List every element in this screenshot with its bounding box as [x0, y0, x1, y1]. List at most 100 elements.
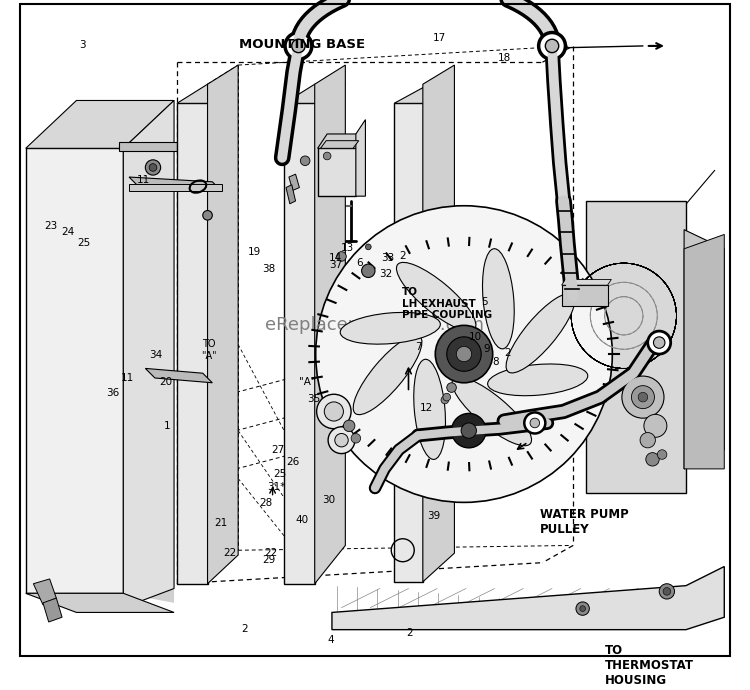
Ellipse shape [414, 359, 446, 460]
Text: "A": "A" [298, 377, 315, 386]
Ellipse shape [397, 262, 476, 331]
Circle shape [648, 331, 670, 354]
Circle shape [334, 433, 348, 447]
Text: 18: 18 [497, 53, 511, 63]
Circle shape [632, 386, 655, 408]
Text: 28: 28 [260, 498, 272, 508]
Text: 30: 30 [322, 495, 335, 506]
Text: 2: 2 [406, 627, 412, 638]
Polygon shape [356, 119, 365, 196]
Ellipse shape [452, 377, 532, 446]
Ellipse shape [482, 248, 514, 349]
Circle shape [452, 413, 486, 448]
Circle shape [447, 383, 456, 393]
Polygon shape [684, 230, 724, 469]
Text: 6: 6 [356, 258, 362, 268]
Text: 13: 13 [341, 243, 354, 253]
Circle shape [538, 32, 566, 59]
Text: 24: 24 [62, 228, 74, 237]
Polygon shape [289, 174, 299, 190]
Ellipse shape [506, 293, 574, 373]
Circle shape [447, 337, 482, 371]
Polygon shape [315, 65, 345, 584]
Polygon shape [177, 104, 208, 584]
Text: 31*: 31* [267, 482, 285, 492]
Text: 1: 1 [164, 421, 170, 431]
Text: 5: 5 [481, 297, 488, 308]
Text: 3: 3 [80, 40, 86, 50]
Text: 22: 22 [224, 549, 237, 558]
Circle shape [580, 606, 586, 611]
Text: 2: 2 [505, 348, 511, 358]
Polygon shape [320, 141, 358, 148]
Text: 29: 29 [262, 555, 275, 565]
Text: 38: 38 [262, 264, 275, 275]
Text: 26: 26 [286, 457, 299, 467]
Circle shape [285, 32, 312, 59]
Polygon shape [26, 101, 174, 148]
Circle shape [638, 393, 648, 402]
Text: 25: 25 [274, 469, 287, 479]
Circle shape [292, 39, 305, 52]
Text: 37: 37 [329, 260, 342, 270]
Text: 39: 39 [427, 511, 440, 522]
Circle shape [644, 415, 667, 437]
Text: 19: 19 [248, 247, 261, 257]
Text: TO
THERMOSTAT
HOUSING: TO THERMOSTAT HOUSING [604, 644, 694, 687]
Text: 4: 4 [327, 635, 334, 645]
Circle shape [441, 396, 448, 404]
Circle shape [202, 210, 212, 220]
Text: 9: 9 [483, 344, 490, 354]
Circle shape [659, 584, 674, 599]
Polygon shape [177, 84, 238, 103]
Text: 8: 8 [492, 357, 499, 367]
Polygon shape [123, 101, 174, 608]
Circle shape [351, 433, 361, 443]
Text: 20: 20 [159, 377, 172, 386]
Polygon shape [26, 593, 174, 613]
Circle shape [146, 160, 160, 175]
Text: 22: 22 [264, 549, 278, 558]
Text: 34: 34 [149, 351, 163, 360]
Polygon shape [284, 84, 345, 103]
Text: WATER PUMP
PULLEY: WATER PUMP PULLEY [540, 509, 628, 536]
Polygon shape [123, 101, 174, 603]
Circle shape [657, 450, 667, 460]
Circle shape [316, 394, 351, 428]
Circle shape [344, 420, 355, 431]
Circle shape [653, 337, 665, 348]
Text: TO
LH EXHAUST
PIPE COUPLING: TO LH EXHAUST PIPE COUPLING [402, 287, 493, 320]
Text: 12: 12 [420, 403, 434, 413]
Circle shape [316, 206, 612, 502]
Text: 40: 40 [296, 515, 308, 525]
Polygon shape [34, 579, 56, 604]
Ellipse shape [488, 364, 588, 395]
Circle shape [640, 433, 656, 448]
Text: 11: 11 [137, 175, 151, 185]
Circle shape [524, 413, 545, 433]
Polygon shape [586, 201, 686, 493]
Circle shape [576, 602, 590, 615]
Polygon shape [332, 566, 724, 630]
Polygon shape [423, 65, 454, 582]
Polygon shape [394, 84, 454, 103]
Text: 33: 33 [381, 253, 394, 262]
Polygon shape [562, 285, 608, 306]
Text: 32: 32 [380, 269, 392, 279]
Circle shape [443, 393, 451, 401]
Bar [129, 184, 222, 191]
Circle shape [323, 152, 331, 160]
Circle shape [545, 39, 559, 52]
Text: 27: 27 [272, 445, 285, 455]
Circle shape [365, 244, 371, 250]
Text: eReplacementParts.com: eReplacementParts.com [266, 316, 484, 335]
Circle shape [149, 164, 157, 171]
Circle shape [456, 346, 472, 362]
Polygon shape [286, 185, 296, 204]
Polygon shape [317, 134, 365, 148]
Circle shape [435, 326, 493, 383]
Circle shape [646, 453, 659, 466]
Circle shape [663, 588, 670, 595]
Polygon shape [684, 235, 724, 469]
Polygon shape [146, 368, 212, 383]
